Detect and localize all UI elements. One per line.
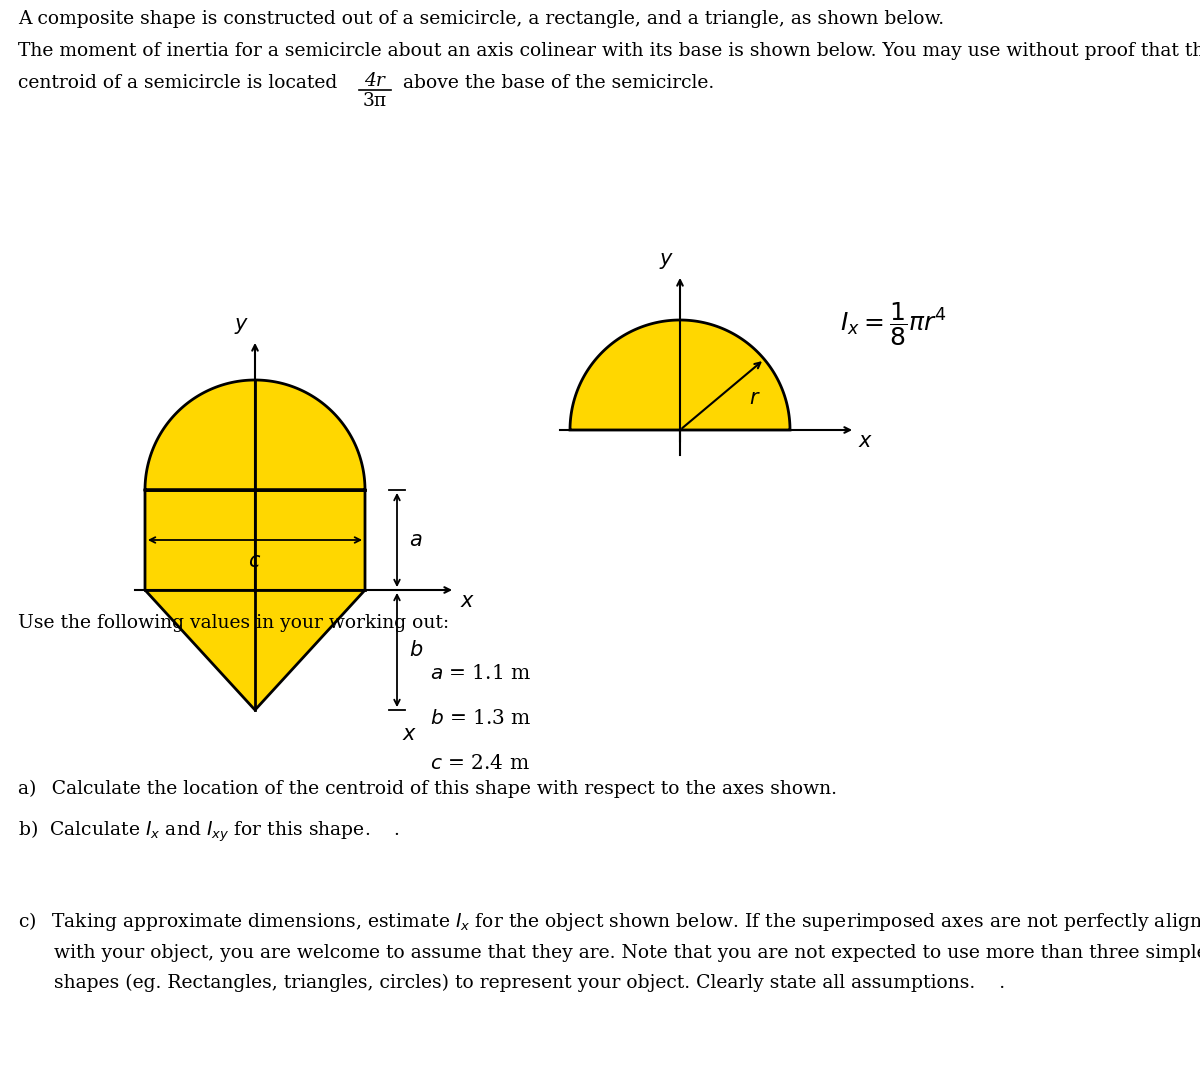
- Text: $b$ = 1.3 m: $b$ = 1.3 m: [430, 709, 532, 728]
- Text: $a$: $a$: [409, 530, 422, 550]
- Text: $y$: $y$: [234, 316, 250, 336]
- Text: $b$: $b$: [409, 640, 424, 660]
- Text: The moment of inertia for a semicircle about an axis colinear with its base is s: The moment of inertia for a semicircle a…: [18, 42, 1200, 60]
- Text: A composite shape is constructed out of a semicircle, a rectangle, and a triangl: A composite shape is constructed out of …: [18, 10, 944, 28]
- Polygon shape: [145, 380, 365, 710]
- Text: 3π: 3π: [362, 92, 388, 110]
- Text: $I_x = \dfrac{1}{8}\pi r^4$: $I_x = \dfrac{1}{8}\pi r^4$: [840, 300, 947, 348]
- Text: c)  Taking approximate dimensions, estimate $I_x$ for the object shown below. If: c) Taking approximate dimensions, estima…: [18, 910, 1200, 992]
- Text: $r$: $r$: [749, 389, 761, 408]
- Text: above the base of the semicircle.: above the base of the semicircle.: [403, 74, 714, 92]
- Text: $a$ = 1.1 m: $a$ = 1.1 m: [430, 664, 532, 683]
- Text: $y$: $y$: [659, 251, 674, 272]
- Text: $c$ = 2.4 m: $c$ = 2.4 m: [430, 754, 530, 773]
- Text: $x$: $x$: [460, 592, 475, 611]
- Text: $x$: $x$: [858, 432, 874, 451]
- Text: a)  Calculate the location of the centroid of this shape with respect to the axe: a) Calculate the location of the centroi…: [18, 780, 838, 798]
- Text: $x$: $x$: [402, 725, 418, 744]
- Text: Use the following values in your working out:: Use the following values in your working…: [18, 614, 449, 632]
- Text: 4r: 4r: [365, 72, 385, 90]
- Text: b)  Calculate $I_x$ and $I_{xy}$ for this shape.    .: b) Calculate $I_x$ and $I_{xy}$ for this…: [18, 818, 400, 844]
- Text: $c$: $c$: [248, 552, 262, 571]
- Text: centroid of a semicircle is located: centroid of a semicircle is located: [18, 74, 337, 92]
- Polygon shape: [570, 320, 790, 430]
